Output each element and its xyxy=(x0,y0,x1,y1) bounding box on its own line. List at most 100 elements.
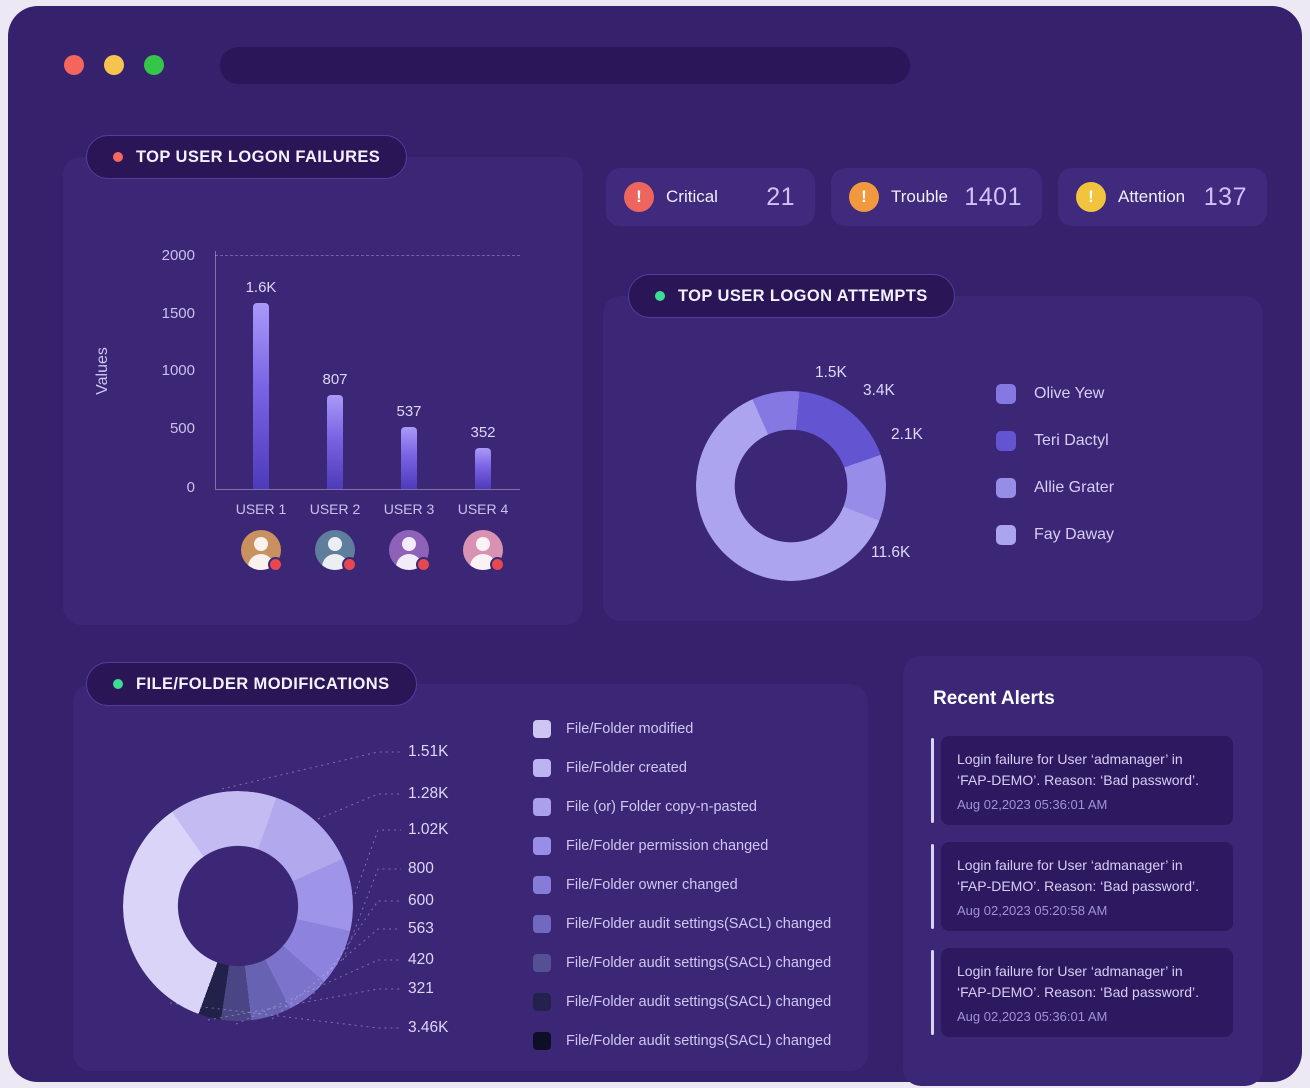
slice-value-label: 563 xyxy=(408,920,434,937)
maximize-window-button[interactable] xyxy=(144,55,164,75)
bar-category-label: USER 2 xyxy=(309,501,361,517)
legend-swatch-icon xyxy=(533,720,551,738)
file-modifications-donut[interactable] xyxy=(123,791,353,1021)
legend-swatch-icon xyxy=(996,478,1016,498)
legend-label: File (or) Folder copy-n-pasted xyxy=(566,799,757,815)
legend-item-teri-dactyl[interactable]: Teri Dactyl xyxy=(996,431,1114,451)
legend-label: File/Folder owner changed xyxy=(566,877,738,893)
alert-message: Login failure for User ‘admanager’ in ‘F… xyxy=(957,857,1199,894)
panel-title-file-modifications: FILE/FOLDER MODIFICATIONS xyxy=(136,674,390,693)
stat-chips: ! Critical 21! Trouble 1401! Attention 137 xyxy=(606,168,1267,226)
donut-label: 2.1K xyxy=(891,426,923,443)
legend-item[interactable]: File/Folder audit settings(SACL) changed xyxy=(533,954,831,972)
panel-header-logon-failures: TOP USER LOGON FAILURES xyxy=(86,135,408,179)
bar-value-label: 537 xyxy=(396,403,422,420)
y-tick-label: 1000 xyxy=(161,362,195,379)
alert-list: Login failure for User ‘admanager’ in ‘F… xyxy=(931,736,1233,1037)
bar-value-label: 352 xyxy=(470,424,496,441)
legend-item-allie-grater[interactable]: Allie Grater xyxy=(996,478,1114,498)
bar-value-label: 807 xyxy=(322,371,348,388)
legend-swatch-icon xyxy=(996,384,1016,404)
address-bar[interactable] xyxy=(220,47,910,84)
critical-alert-icon: ! xyxy=(624,182,654,212)
user-photo-icon xyxy=(315,530,355,570)
y-tick-label: 1500 xyxy=(161,305,195,322)
legend-label: File/Folder permission changed xyxy=(566,838,769,854)
legend-swatch-icon xyxy=(533,837,551,855)
alert-card[interactable]: Login failure for User ‘admanager’ in ‘F… xyxy=(931,736,1233,825)
bar-category-label: USER 4 xyxy=(457,501,509,517)
attention-alert-icon: ! xyxy=(1076,182,1106,212)
legend-item[interactable]: File/Folder permission changed xyxy=(533,837,831,855)
panel-file-modifications: 1.51K 1.28K 1.02K 800 600 563 420 321 3.46K File… xyxy=(73,684,868,1071)
alert-card[interactable]: Login failure for User ‘admanager’ in ‘F… xyxy=(931,842,1233,931)
panel-header-logon-attempts: TOP USER LOGON ATTEMPTS xyxy=(628,274,955,318)
stat-chip-critical[interactable]: ! Critical 21 xyxy=(606,168,815,226)
bar[interactable] xyxy=(401,427,417,489)
bar-area: 1.6K xyxy=(245,251,277,489)
slice-value-label: 1.51K xyxy=(408,743,449,760)
donut-label: 11.6K xyxy=(871,544,911,561)
legend-item[interactable]: File/Folder audit settings(SACL) changed xyxy=(533,1032,831,1050)
status-dot-green xyxy=(113,679,123,689)
stat-chip-attention[interactable]: ! Attention 137 xyxy=(1058,168,1267,226)
bar-column-user-4: 352 USER 4 xyxy=(446,251,520,572)
stat-label: Critical xyxy=(666,187,718,206)
minimize-window-button[interactable] xyxy=(104,55,124,75)
legend-item-fay-daway[interactable]: Fay Daway xyxy=(996,525,1114,545)
alert-timestamp: Aug 02,2023 05:36:01 AM xyxy=(957,1009,1108,1024)
bar[interactable] xyxy=(327,395,343,489)
x-axis-line xyxy=(215,489,520,490)
panel-logon-failures: Values 2000 1500 1000 500 0 1.6K USER 1 807 USE… xyxy=(63,157,583,625)
user-photo-icon xyxy=(389,530,429,570)
bar[interactable] xyxy=(475,448,491,489)
legend-item[interactable]: File/Folder owner changed xyxy=(533,876,831,894)
alert-timestamp: Aug 02,2023 05:36:01 AM xyxy=(957,797,1108,812)
bar-column-user-1: 1.6K USER 1 xyxy=(224,251,298,572)
slice-value-label: 1.28K xyxy=(408,785,449,802)
legend-item[interactable]: File/Folder audit settings(SACL) changed xyxy=(533,915,831,933)
legend-item[interactable]: File/Folder audit settings(SACL) changed xyxy=(533,993,831,1011)
alert-badge-icon xyxy=(268,557,283,572)
y-tick-label: 2000 xyxy=(161,247,195,264)
panel-title-logon-attempts: TOP USER LOGON ATTEMPTS xyxy=(678,286,928,305)
legend-item-olive-yew[interactable]: Olive Yew xyxy=(996,384,1114,404)
alert-message: Login failure for User ‘admanager’ in ‘F… xyxy=(957,751,1199,788)
y-axis-label: Values xyxy=(93,347,111,395)
legend-item[interactable]: File (or) Folder copy-n-pasted xyxy=(533,798,831,816)
bar-value-label: 1.6K xyxy=(245,279,277,296)
stat-label: Trouble xyxy=(891,187,949,206)
legend-item[interactable]: File/Folder modified xyxy=(533,720,831,738)
legend-label: Teri Dactyl xyxy=(1034,432,1109,449)
alert-card[interactable]: Login failure for User ‘admanager’ in ‘F… xyxy=(931,948,1233,1037)
legend-swatch-icon xyxy=(533,954,551,972)
alert-badge-icon xyxy=(490,557,505,572)
donut-label: 3.4K xyxy=(863,382,895,399)
bar-column-user-3: 537 USER 3 xyxy=(372,251,446,572)
recent-alerts-title: Recent Alerts xyxy=(933,688,1055,709)
window-controls xyxy=(64,55,164,75)
legend-label: File/Folder modified xyxy=(566,721,694,737)
legend-label: File/Folder audit settings(SACL) changed xyxy=(566,916,832,932)
legend-swatch-icon xyxy=(533,915,551,933)
slice-value-label: 800 xyxy=(408,860,434,877)
stat-chip-trouble[interactable]: ! Trouble 1401 xyxy=(831,168,1042,226)
alert-badge-icon xyxy=(416,557,431,572)
user-avatar[interactable] xyxy=(463,530,505,572)
slice-value-label: 1.02K xyxy=(408,821,449,838)
close-window-button[interactable] xyxy=(64,55,84,75)
bar[interactable] xyxy=(252,303,269,489)
legend-label: Olive Yew xyxy=(1034,385,1105,402)
logon-attempts-donut[interactable] xyxy=(696,391,886,581)
stat-value: 137 xyxy=(1203,182,1247,211)
panel-header-file-modifications: FILE/FOLDER MODIFICATIONS xyxy=(86,662,417,706)
user-avatar[interactable] xyxy=(241,530,283,572)
bar-category-label: USER 3 xyxy=(383,501,435,517)
user-avatar[interactable] xyxy=(315,530,357,572)
legend-item[interactable]: File/Folder created xyxy=(533,759,831,777)
panel-logon-attempts: 1.5K 3.4K 2.1K 11.6K Olive Yew Teri Dacty… xyxy=(603,296,1263,621)
user-avatar[interactable] xyxy=(389,530,431,572)
bar-area: 537 xyxy=(396,251,422,489)
bar-area: 807 xyxy=(322,251,348,489)
